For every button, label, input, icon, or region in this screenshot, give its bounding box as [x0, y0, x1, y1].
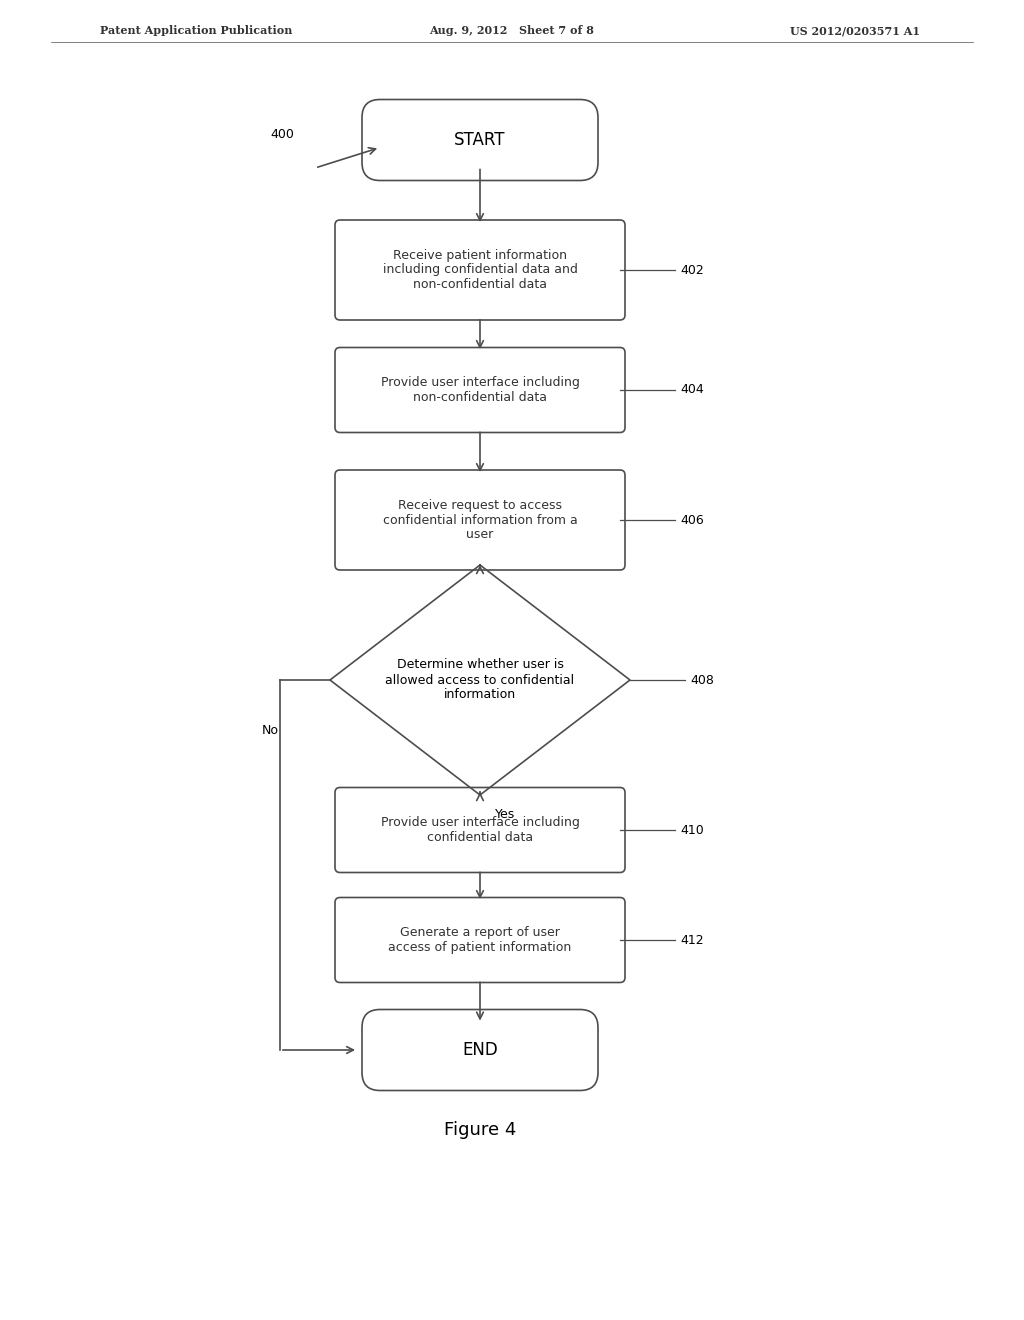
FancyBboxPatch shape [335, 470, 625, 570]
Text: 404: 404 [680, 384, 703, 396]
Text: Generate a report of user
access of patient information: Generate a report of user access of pati… [388, 927, 571, 954]
FancyBboxPatch shape [362, 99, 598, 181]
Text: Receive patient information
including confidential data and
non-confidential dat: Receive patient information including co… [383, 248, 578, 292]
Text: 406: 406 [680, 513, 703, 527]
Text: Figure 4: Figure 4 [443, 1121, 516, 1139]
Text: Receive request to access
confidential information from a
user: Receive request to access confidential i… [383, 499, 578, 541]
Text: 412: 412 [680, 933, 703, 946]
FancyBboxPatch shape [335, 898, 625, 982]
Text: Aug. 9, 2012   Sheet 7 of 8: Aug. 9, 2012 Sheet 7 of 8 [429, 25, 595, 36]
FancyBboxPatch shape [362, 1010, 598, 1090]
FancyBboxPatch shape [335, 347, 625, 433]
FancyBboxPatch shape [335, 220, 625, 319]
Text: US 2012/0203571 A1: US 2012/0203571 A1 [790, 25, 920, 36]
Text: Yes: Yes [495, 808, 515, 821]
Text: END: END [462, 1041, 498, 1059]
Text: Patent Application Publication: Patent Application Publication [100, 25, 293, 36]
Text: Provide user interface including
confidential data: Provide user interface including confide… [381, 816, 580, 843]
Text: Provide user interface including
non-confidential data: Provide user interface including non-con… [381, 376, 580, 404]
Text: 402: 402 [680, 264, 703, 276]
Text: 410: 410 [680, 824, 703, 837]
Text: 400: 400 [270, 128, 294, 141]
Text: No: No [261, 723, 279, 737]
Text: START: START [455, 131, 506, 149]
Text: Determine whether user is
allowed access to confidential
information: Determine whether user is allowed access… [385, 659, 574, 701]
FancyBboxPatch shape [335, 788, 625, 873]
Text: 408: 408 [690, 673, 714, 686]
